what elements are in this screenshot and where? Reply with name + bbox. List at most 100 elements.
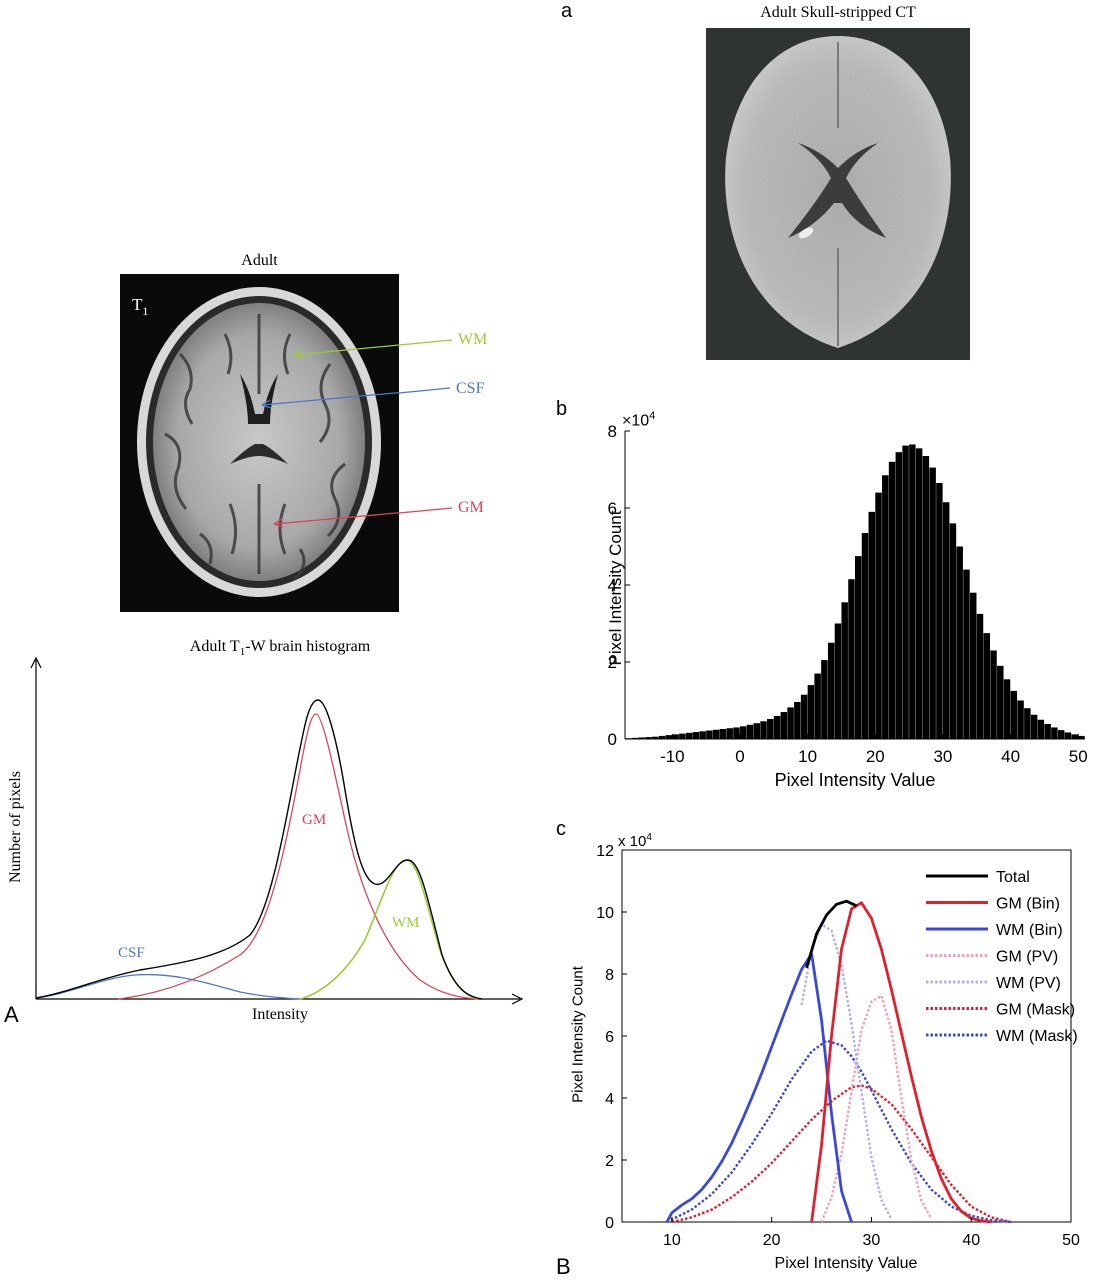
chart-b-bar [740,726,747,739]
chart-b-bar [936,482,943,739]
chart-b-ytick-label: 8 [608,422,617,441]
chart-b-bar [841,602,848,739]
chart-c-legend: Total GM (Bin) WM (Bin) GM (PV) WM (PV) GM (M… [926,869,1078,1045]
chart-c-series-line [800,923,893,1220]
chart-c-xtick-label: 40 [962,1232,980,1249]
chart-b-bar [645,737,652,739]
chart-b-bar [1017,700,1024,739]
chart-b-bar [983,633,990,739]
chart-b-bar [942,502,950,739]
chart-b-bar [794,702,801,739]
chart-c-ylabel: Pixel Intensity Count [569,966,587,1103]
chart-c-xtick-label: 10 [663,1232,681,1249]
chart-b-bar [658,735,666,739]
chart-b-bar [963,569,970,739]
gm-curve-label: GM [302,812,327,828]
chart-b-bar [706,730,713,739]
chart-b-bar [1024,708,1031,739]
chart-b-bar [800,694,808,739]
chart-c-ytick-label: 8 [605,967,614,984]
histogram-xlabel: Intensity [252,1006,308,1023]
chart-b-bar [827,642,835,739]
wm-arrow [293,344,399,356]
csf-curve [35,973,301,1000]
chart-b-bar [665,735,673,739]
ct-brain-image [706,28,970,360]
chart-b-bar [814,673,821,739]
chart-b-ytick-label: 6 [608,499,617,518]
chart-b-bar [652,736,659,739]
chart-b-bar [1064,732,1072,739]
chart-b-bar [895,452,903,739]
chart-c-legend-label: WM (PV) [996,975,1061,992]
chart-b-bar [834,623,842,739]
chart-c-series-line [805,899,858,969]
chart-b-bar [976,613,984,739]
chart-c-xtick-label: 50 [1062,1232,1080,1249]
chart-b-bar [861,533,869,739]
wm-curve-label: WM [392,915,420,931]
chart-c-xlabel: Pixel Intensity Value [774,1255,918,1272]
chart-b-bar [773,715,781,739]
chart-b-bar [1078,735,1085,739]
csf-curve-label: CSF [118,945,145,961]
chart-b-bar [909,444,916,739]
chart-b-ytick-label: 4 [608,576,617,595]
total-curve [35,699,483,1000]
chart-c-ytick-label: 0 [605,1215,614,1232]
chart-b-bar [915,448,923,739]
chart-b-bar [882,475,889,739]
histogram-title: Adult T1-W brain histogram [189,638,371,659]
b-multiplier: ×104 [622,410,656,430]
wm-label: WM [458,331,488,348]
chart-b-bar [1010,690,1018,739]
chart-b-xtick-label: -10 [660,747,685,766]
chart-b-bar [638,737,645,739]
gm-label: GM [458,499,484,516]
subpanel-letter-c: c [556,818,566,840]
chart-b-ytick-label: 0 [608,730,617,749]
chart-b-bar [929,467,936,739]
chart-b-bar [1003,679,1011,739]
chart-b-bar [807,685,815,739]
chart-b-bar [997,665,1004,739]
mri-brain-drawing: T1 [132,287,399,597]
chart-c-ticks: 10 20 30 40 50 0 2 4 6 8 10 12 [596,843,1080,1249]
chart-c-legend-label: Total [996,869,1030,886]
chart-b-xtick-label: 20 [866,747,885,766]
chart-b-bar [1030,714,1038,739]
chart-b-xtick-label: 10 [798,747,817,766]
chart-b-bar [1071,734,1078,739]
chart-c-legend-label: GM (PV) [996,949,1058,966]
chart-c-ytick-label: 4 [605,1091,614,1108]
gm-curve [117,713,479,1000]
chart-c-series-line [820,994,933,1223]
chart-b-bar [685,732,693,739]
chart-c-series-line [810,901,992,1224]
chart-b-bar [753,723,760,739]
gm-arrow [273,512,399,525]
chart-c-ytick-label: 10 [596,905,614,922]
chart-b-bar [780,712,788,739]
chart-b-bar [922,456,930,739]
chart-b-bar [726,728,733,739]
chart-b-xtick-label: 0 [735,747,744,766]
chart-b-bar [956,546,963,739]
chart-b-bar [712,729,720,739]
panel-letter-B: B [556,1254,571,1279]
chart-b-bars [625,444,1085,739]
chart-c-xtick-label: 30 [863,1232,881,1249]
chart-b-bar [719,728,727,739]
chart-b-bar [692,732,700,739]
chart-b-bar [1037,719,1045,739]
csf-label: CSF [456,380,485,397]
subpanel-letter-a: a [561,0,573,22]
chart-b-ytick-label: 2 [608,653,617,672]
csf-arrow [261,391,399,406]
chart-b-bar [970,592,977,739]
chart-b-xtick-label: 30 [933,747,952,766]
modality-label: T1 [132,295,148,318]
